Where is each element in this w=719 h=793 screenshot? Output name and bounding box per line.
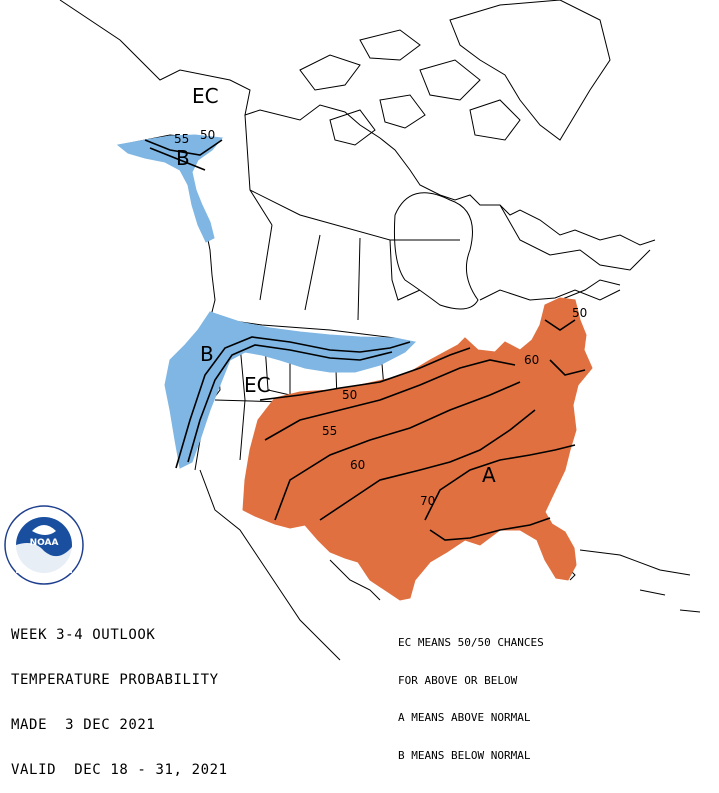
- title-line-1: WEEK 3-4 OUTLOOK: [11, 627, 156, 643]
- contour-label-ne-60: 60: [524, 353, 540, 367]
- legend-line-1: EC MEANS 50/50 CHANCES: [398, 636, 544, 649]
- noaa-logo-label: NOAA: [29, 538, 59, 548]
- title-line-4: VALID DEC 18 - 31, 2021: [11, 762, 228, 778]
- legend-line-3: A MEANS ABOVE NORMAL: [398, 711, 531, 724]
- probability-contours: [144, 139, 586, 541]
- legend-block: EC MEANS 50/50 CHANCES FOR ABOVE OR BELO…: [398, 612, 544, 775]
- legend-line-4: B MEANS BELOW NORMAL: [398, 748, 531, 762]
- below-normal-region-alaska: [116, 134, 223, 243]
- contour-label-50: 50: [342, 388, 358, 402]
- region-label-a-southeast: A: [482, 463, 496, 487]
- contour-label-ne-50: 50: [572, 306, 588, 320]
- title-line-2: TEMPERATURE PROBABILITY: [11, 672, 219, 688]
- outlook-map: [4, 0, 701, 661]
- region-label-ec-alaska: EC: [192, 84, 219, 108]
- outlook-title-block: WEEK 3-4 OUTLOOK TEMPERATURE PROBABILITY…: [11, 598, 228, 793]
- title-line-3: MADE 3 DEC 2021: [11, 717, 156, 733]
- contour-label-55: 55: [322, 424, 338, 438]
- region-label-b-northwest: B: [200, 342, 214, 366]
- noaa-logo-text: NOAA: [4, 505, 84, 585]
- contour-label-60: 60: [350, 458, 366, 472]
- legend-line-2: FOR ABOVE OR BELOW: [398, 673, 518, 687]
- region-label-ec-west: EC: [244, 373, 271, 397]
- noaa-logo: [4, 505, 84, 585]
- region-label-b-alaska: B: [176, 146, 190, 170]
- above-normal-region: [242, 297, 593, 601]
- contour-label-70: 70: [420, 494, 436, 508]
- contour-label-ak-50: 50: [200, 128, 216, 142]
- contour-label-ak-55: 55: [174, 132, 190, 146]
